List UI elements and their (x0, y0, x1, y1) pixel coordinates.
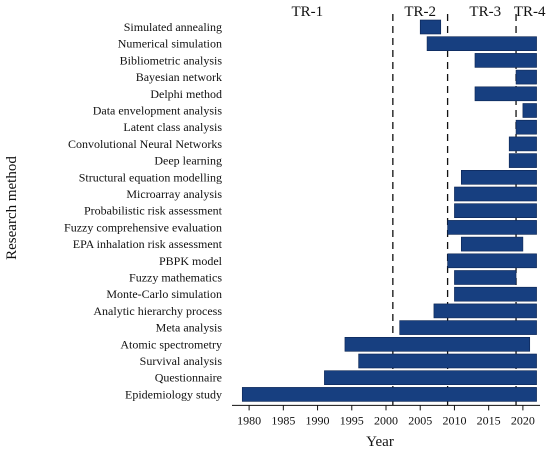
x-tick-label: 1985 (271, 413, 295, 427)
bar (344, 336, 531, 352)
bar (241, 387, 537, 402)
x-tick-label: 2010 (442, 413, 466, 427)
x-tick-label: 1980 (237, 413, 261, 427)
method-label: Fuzzy mathematics (129, 271, 222, 285)
period-label: TR-4 (514, 4, 546, 20)
method-label: Microarray analysis (126, 187, 222, 201)
bar (454, 186, 537, 202)
x-tick-label: 1990 (306, 413, 330, 427)
period-label: TR-3 (469, 4, 501, 20)
period-label: TR-1 (291, 4, 323, 20)
bar (515, 119, 537, 135)
bar (454, 203, 537, 218)
method-label: EPA inhalation risk assessment (73, 237, 223, 251)
method-label: Bayesian network (136, 70, 222, 84)
method-label: Delphi method (150, 87, 222, 101)
y-axis-title: Research method (4, 156, 20, 260)
bar (474, 53, 537, 68)
bar (447, 220, 537, 235)
method-label: Simulated annealing (124, 20, 222, 34)
x-tick-label: 2015 (477, 413, 501, 427)
x-tick-label: 2005 (408, 413, 432, 427)
method-label: Bibliometric analysis (120, 53, 223, 67)
bar (454, 286, 537, 302)
bar (426, 36, 537, 52)
bar (515, 69, 537, 85)
x-tick-label: 1995 (340, 413, 364, 427)
bar (474, 86, 537, 102)
method-label: Epidemiology study (125, 387, 222, 401)
method-label: Fuzzy comprehensive evaluation (64, 220, 222, 234)
method-label: Data envelopment analysis (93, 104, 223, 118)
method-labels: Simulated annealing Numerical simulation B… (64, 20, 223, 401)
bar (508, 136, 537, 152)
bar (419, 19, 442, 35)
period-label: TR-2 (404, 4, 436, 20)
method-label: Deep learning (154, 154, 222, 168)
period-labels: TR-1 TR-2 TR-3 TR-4 (291, 4, 546, 20)
method-label: Meta analysis (156, 321, 223, 335)
method-label: PBPK model (159, 254, 223, 268)
method-label: Probabilistic risk assessment (84, 204, 223, 218)
bar (522, 103, 537, 118)
bar (324, 370, 537, 386)
method-label: Latent class analysis (123, 120, 222, 134)
bars-group (241, 19, 537, 402)
bar (358, 353, 537, 369)
x-axis-title: Year (366, 434, 394, 450)
method-label: Convolutional Neural Networks (68, 137, 222, 151)
method-label: Numerical simulation (118, 37, 222, 51)
method-label: Atomic spectrometry (120, 337, 222, 351)
bar (447, 253, 537, 269)
method-label: Survival analysis (140, 354, 223, 368)
method-label: Questionnaire (155, 371, 222, 385)
bar (508, 153, 537, 168)
method-label: Analytic hierarchy process (93, 304, 222, 318)
x-tick-label: 2000 (374, 413, 398, 427)
x-axis: 1980 1985 1990 1995 2000 2005 2010 2015 2020 (232, 404, 540, 427)
method-label: Structural equation modelling (79, 170, 222, 184)
bar (433, 303, 537, 319)
bar (454, 270, 517, 285)
bar (460, 236, 524, 252)
bar (399, 320, 537, 335)
bar (460, 170, 537, 185)
x-tick-label: 2020 (511, 413, 535, 427)
method-label: Monte-Carlo simulation (106, 287, 222, 301)
